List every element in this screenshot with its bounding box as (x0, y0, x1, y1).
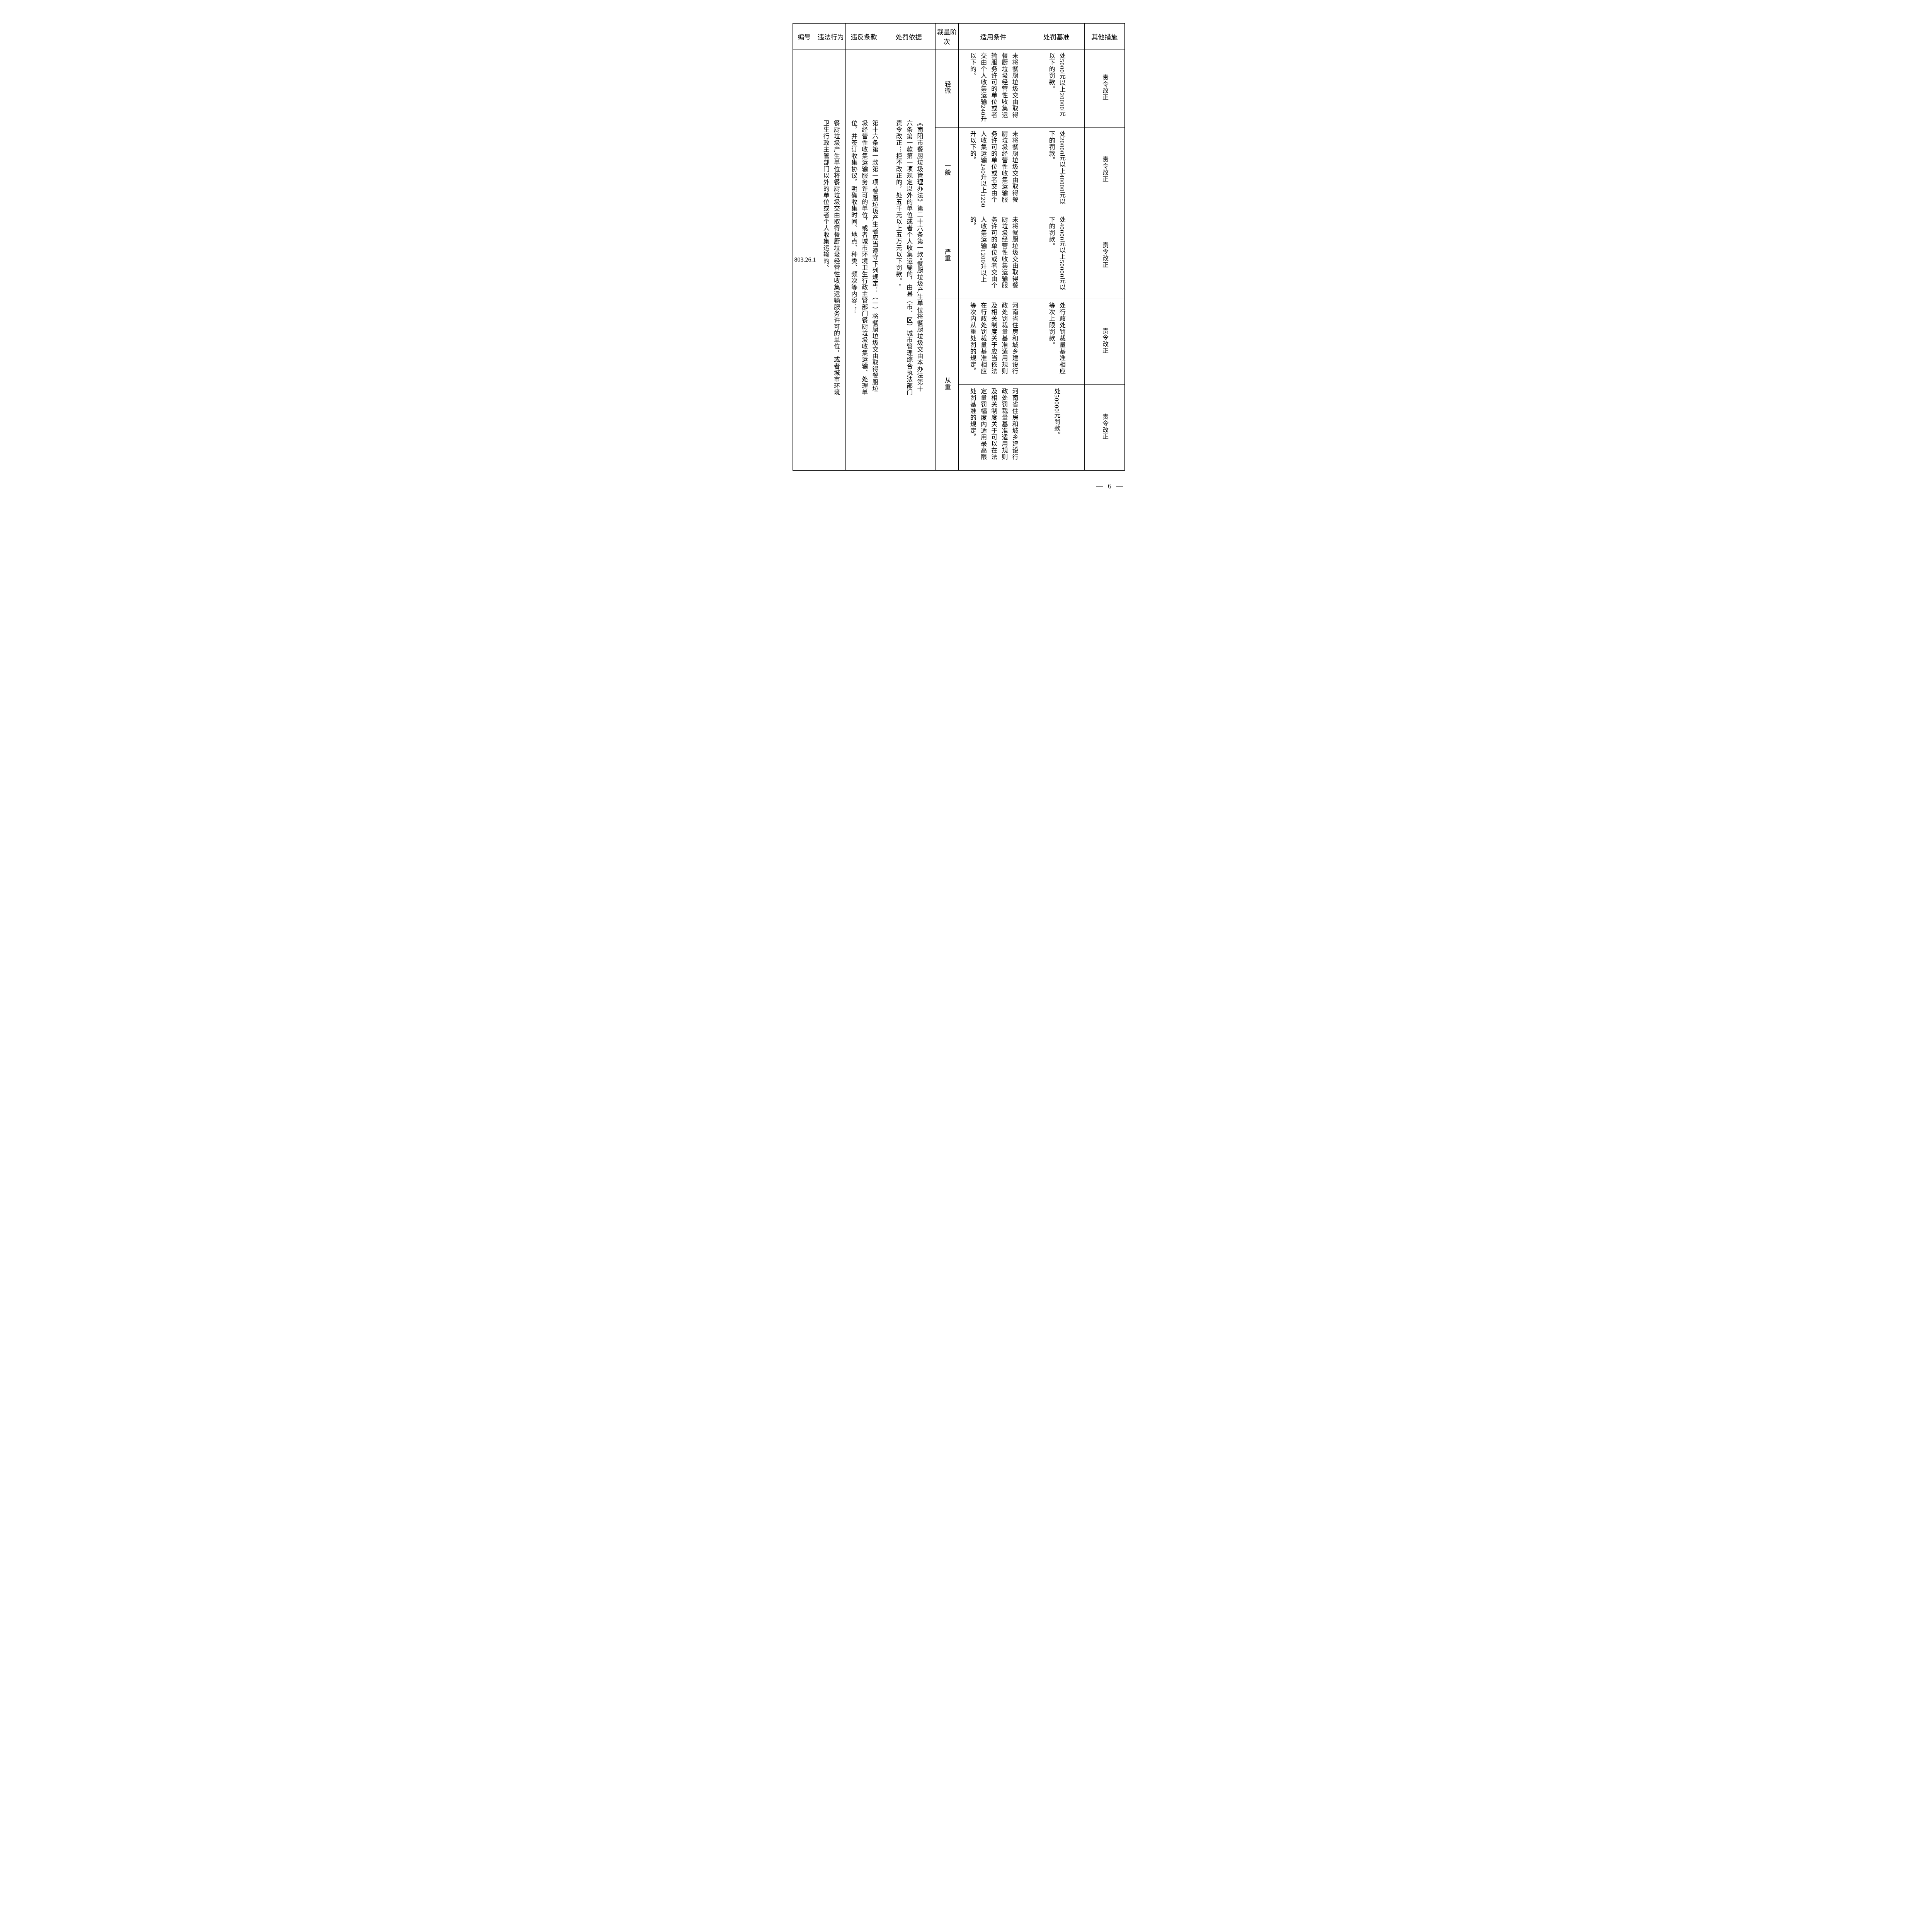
cell-cond: 河南省住房和城乡建设行政处罚裁量基准适用规则及相关制度关于应当依法在行政处罚裁量… (958, 299, 1028, 385)
cell-pen: 处5000元以上20000元以下的罚款。 (1028, 49, 1085, 128)
cell-level: 从重 (935, 299, 958, 471)
h-cond: 适用条件 (958, 24, 1028, 49)
h-id: 编号 (793, 24, 816, 49)
cell-other: 责令改正 (1085, 213, 1124, 299)
h-level: 裁量阶次 (935, 24, 958, 49)
page-number: — 6 — (793, 482, 1125, 490)
cell-other: 责令改正 (1085, 49, 1124, 128)
cell-violation: 餐厨垃圾产生单位将餐厨垃圾交由取得餐厨垃圾经营性收集运输服务许可的单位，或者城市… (816, 49, 845, 471)
cell-basis: 《南阳市餐厨垃圾管理办法》第二十六条第一款"餐厨垃圾产生单位将餐厨垃圾交由本办法… (882, 49, 935, 471)
cell-level: 轻微 (935, 49, 958, 128)
cell-level: 严重 (935, 213, 958, 299)
h-clause: 违反条款 (845, 24, 882, 49)
cell-pen: 处40000元以上50000元以下的罚款。 (1028, 213, 1085, 299)
cell-id: 803.26.1 (793, 49, 816, 471)
cell-cond: 未将餐厨垃圾交由取得餐厨垃圾经营性收集运输服务许可的单位或者交由个人收集运输12… (958, 213, 1028, 299)
header-row: 编号 违法行为 违反条款 处罚依据 裁量阶次 适用条件 处罚基准 其他措施 (793, 24, 1124, 49)
table-row: 803.26.1 餐厨垃圾产生单位将餐厨垃圾交由取得餐厨垃圾经营性收集运输服务许… (793, 49, 1124, 128)
cell-other: 责令改正 (1085, 385, 1124, 471)
cell-pen: 处20000元以上40000元以下的罚款。 (1028, 128, 1085, 213)
cell-pen: 处行政处罚裁量基准相应等次上限罚款。 (1028, 299, 1085, 385)
cell-cond: 未将餐厨垃圾交由取得餐厨垃圾经营性收集运输服务许可的单位或者交由个人收集运输24… (958, 49, 1028, 128)
cell-other: 责令改正 (1085, 299, 1124, 385)
cell-clause: 第十六条第一款第一项"餐厨垃圾产生者应当遵守下列规定：（一）将餐厨垃圾交由取得餐… (845, 49, 882, 471)
cell-cond: 未将餐厨垃圾交由取得餐厨垃圾经营性收集运输服务许可的单位或者交由个人收集运输24… (958, 128, 1028, 213)
h-other: 其他措施 (1085, 24, 1124, 49)
h-pen: 处罚基准 (1028, 24, 1085, 49)
cell-other: 责令改正 (1085, 128, 1124, 213)
h-violation: 违法行为 (816, 24, 845, 49)
cell-cond: 河南省住房和城乡建设行政处罚裁量基准适用规则及相关制度关于可以在法定量罚幅度内适… (958, 385, 1028, 471)
h-basis: 处罚依据 (882, 24, 935, 49)
cell-pen: 处50000元罚款。 (1028, 385, 1085, 471)
cell-level: 一般 (935, 128, 958, 213)
